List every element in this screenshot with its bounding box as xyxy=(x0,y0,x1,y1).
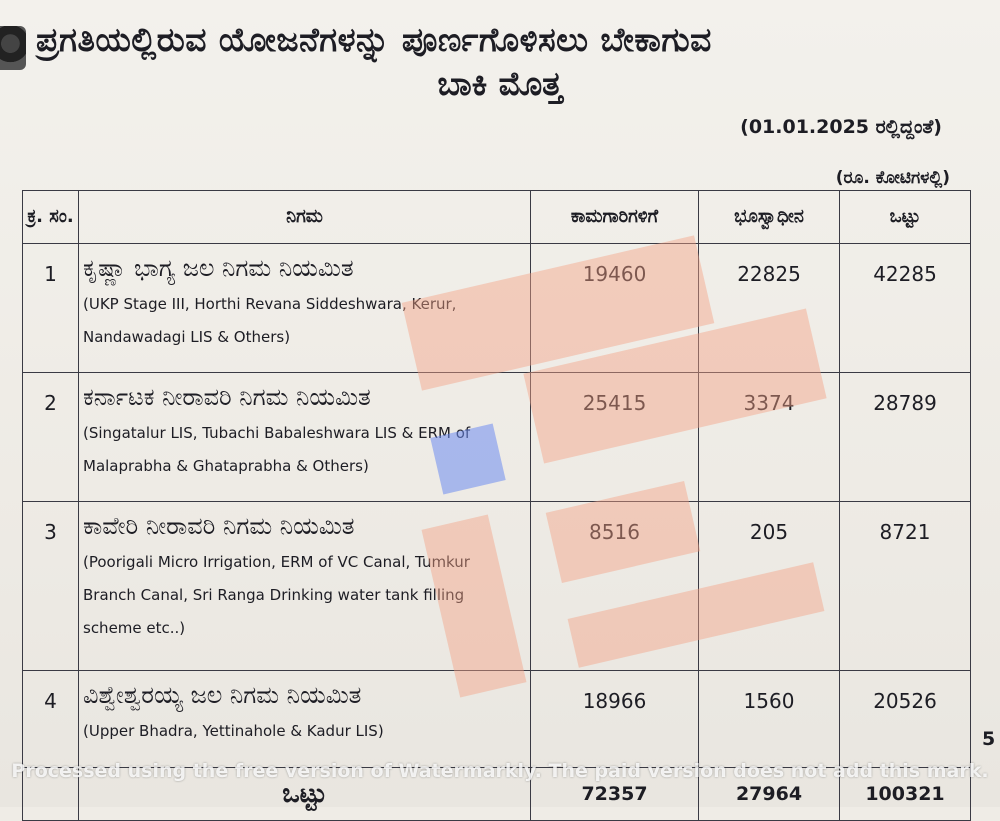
header-total: ಒಟ್ಟು xyxy=(839,190,971,244)
corporation-cell: ಕಾವೇರಿ ನೀರಾವರಿ ನಿಗಮ ನಿಯಮಿತ (Poorigali Mi… xyxy=(78,501,531,671)
land-amount: 205 xyxy=(698,501,840,671)
corporation-name: ಕಾವೇರಿ ನೀರಾವರಿ ನಿಗಮ ನಿಯಮಿತ xyxy=(83,512,355,540)
project-list: (Poorigali Micro Irrigation, ERM of VC C… xyxy=(83,553,470,637)
corporation-cell: ವಿಶ್ವೇಶ್ವರಯ್ಯ ಜಲ ನಿಗಮ ನಿಯಮಿತ (Upper Bhad… xyxy=(78,670,531,768)
header-sl-no: ಕ್ರ. ಸಂ. xyxy=(22,190,79,244)
total-amount: 28789 xyxy=(839,372,971,502)
header-land: ಭೂಸ್ವಾಧೀನ xyxy=(698,190,840,244)
land-amount: 3374 xyxy=(698,372,840,502)
row-number: 2 xyxy=(22,372,79,502)
balance-amount-table: ಕ್ರ. ಸಂ. ನಿಗಮ ಕಾಮಗಾರಿಗಳಿಗೆ ಭೂಸ್ವಾಧೀನ ಒಟ್… xyxy=(22,190,971,821)
row-number: 1 xyxy=(22,243,79,373)
page-number: 5 xyxy=(982,728,996,750)
table-row: 1 ಕೃಷ್ಣಾ ಭಾಗ್ಯ ಜಲ ನಿಗಮ ನಿಯಮಿತ (UKP Stage… xyxy=(22,243,971,373)
row-number: 4 xyxy=(22,670,79,768)
total-amount: 42285 xyxy=(839,243,971,373)
row-number: 3 xyxy=(22,501,79,671)
corporation-name: ಕರ್ನಾಟಕ ನೀರಾವರಿ ನಿಗಮ ನಿಯಮಿತ xyxy=(83,383,371,411)
header-corporation: ನಿಗಮ xyxy=(78,190,531,244)
total-amount: 8721 xyxy=(839,501,971,671)
land-amount: 22825 xyxy=(698,243,840,373)
government-emblem-icon xyxy=(0,26,26,70)
corporation-name: ವಿಶ್ವೇಶ್ವರಯ್ಯ ಜಲ ನಿಗಮ ನಿಯಮಿತ xyxy=(83,681,362,709)
page-title-line2: ಬಾಕಿ ಮೊತ್ತ xyxy=(437,64,563,103)
project-list: (UKP Stage III, Horthi Revana Siddeshwar… xyxy=(83,295,457,346)
works-amount: 25415 xyxy=(530,372,699,502)
project-list: (Upper Bhadra, Yettinahole & Kadur LIS) xyxy=(83,722,384,740)
corporation-name: ಕೃಷ್ಣಾ ಭಾಗ್ಯ ಜಲ ನಿಗಮ ನಿಯಮಿತ xyxy=(83,254,354,282)
total-amount: 20526 xyxy=(839,670,971,768)
table-row: 4 ವಿಶ್ವೇಶ್ವರಯ್ಯ ಜಲ ನಿಗಮ ನಿಯಮಿತ (Upper Bh… xyxy=(22,670,971,768)
works-amount: 18966 xyxy=(530,670,699,768)
as-of-date: (01.01.2025 ರಲ್ಲಿದ್ದಂತೆ) xyxy=(740,116,942,138)
table-row: 3 ಕಾವೇರಿ ನೀರಾವರಿ ನಿಗಮ ನಿಯಮಿತ (Poorigali … xyxy=(22,501,971,671)
corporation-cell: ಕೃಷ್ಣಾ ಭಾಗ್ಯ ಜಲ ನಿಗಮ ನಿಯಮಿತ (UKP Stage I… xyxy=(78,243,531,373)
watermark-notice: Processed using the free version of Wate… xyxy=(11,760,989,782)
land-amount: 1560 xyxy=(698,670,840,768)
header-works: ಕಾಮಗಾರಿಗಳಿಗೆ xyxy=(530,190,699,244)
project-list: (Singatalur LIS, Tubachi Babaleshwara LI… xyxy=(83,424,471,475)
table-header-row: ಕ್ರ. ಸಂ. ನಿಗಮ ಕಾಮಗಾರಿಗಳಿಗೆ ಭೂಸ್ವಾಧೀನ ಒಟ್… xyxy=(22,190,971,244)
page-title-line1: ಪ್ರಗತಿಯಲ್ಲಿರುವ ಯೋಜನೆಗಳನ್ನು ಪೂರ್ಣಗೊಳಿಸಲು … xyxy=(36,20,712,59)
unit-note: (ರೂ. ಕೋಟಿಗಳಲ್ಲಿ) xyxy=(835,168,950,188)
